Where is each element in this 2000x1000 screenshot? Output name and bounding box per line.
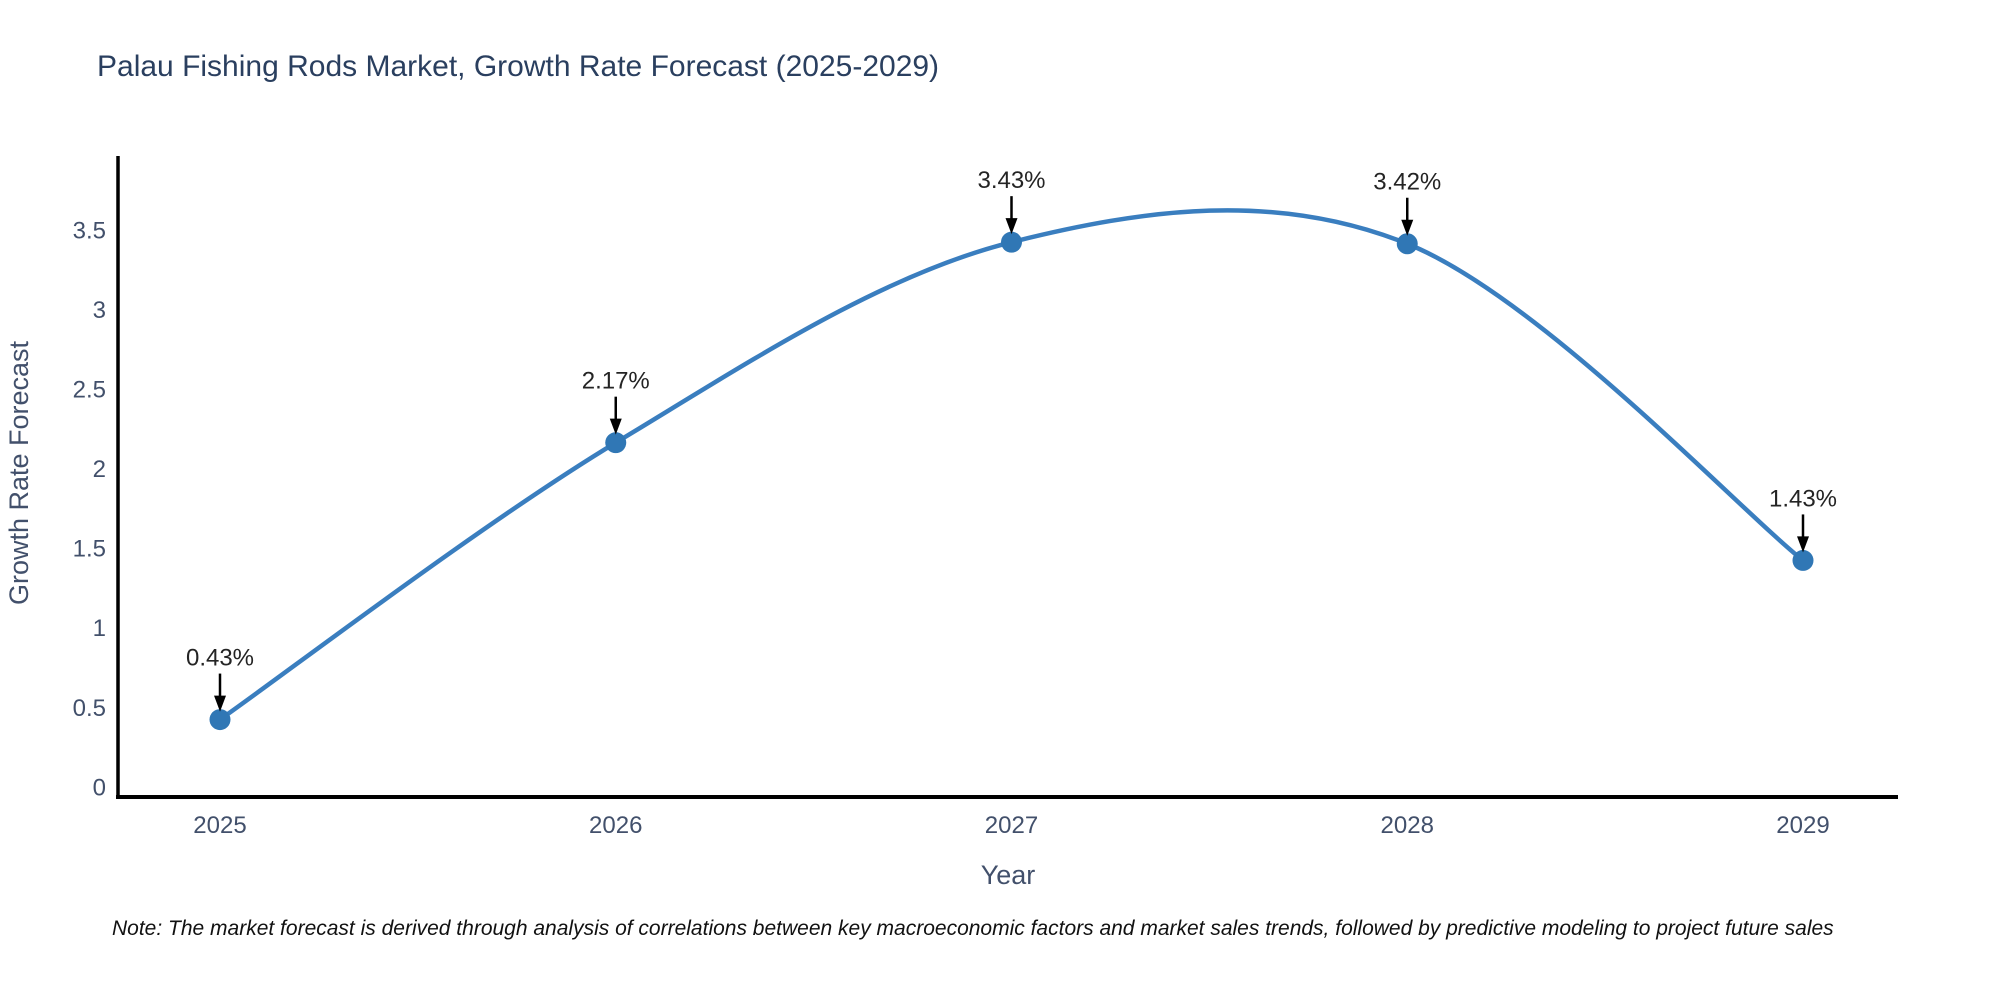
x-tick-label: 2028 [1381, 812, 1434, 839]
x-tick-label: 2029 [1776, 812, 1829, 839]
x-tick-label: 2027 [985, 812, 1038, 839]
data-point-label: 0.43% [186, 645, 254, 672]
series-line [217, 208, 1806, 722]
x-tick-label: 2025 [193, 812, 246, 839]
data-point-marker [1396, 233, 1418, 255]
annotation-arrowhead [1005, 218, 1018, 235]
footnote: Note: The market forecast is derived thr… [112, 917, 1834, 940]
data-point-label: 1.43% [1769, 485, 1837, 512]
y-tick-label: 1.5 [73, 536, 106, 563]
data-point-label: 2.17% [582, 368, 650, 395]
y-tick-label: 3.5 [73, 217, 106, 244]
y-tick-label: 0.5 [73, 695, 106, 722]
x-tick-label: 2026 [589, 812, 642, 839]
data-point-marker [605, 432, 627, 454]
y-tick-label: 2 [93, 456, 106, 483]
x-axis-title: Year [981, 860, 1036, 890]
data-point-marker [1001, 231, 1022, 253]
data-point-marker [209, 709, 231, 731]
y-tick-label: 3 [93, 297, 106, 324]
data-point-label: 3.42% [1373, 169, 1441, 196]
chart-title: Palau Fishing Rods Market, Growth Rate F… [97, 50, 940, 83]
annotation-arrowhead [609, 418, 622, 435]
y-tick-label: 0 [93, 774, 106, 801]
data-point-marker [1792, 549, 1814, 571]
data-point-label: 3.43% [977, 167, 1045, 194]
y-axis-title: Growth Rate Forecast [4, 340, 34, 605]
annotation-arrowhead [1401, 219, 1414, 236]
y-tick-label: 2.5 [73, 376, 106, 403]
annotation-arrowhead [1797, 536, 1809, 553]
y-tick-label: 1 [93, 615, 106, 642]
annotation-arrowhead [214, 695, 226, 712]
